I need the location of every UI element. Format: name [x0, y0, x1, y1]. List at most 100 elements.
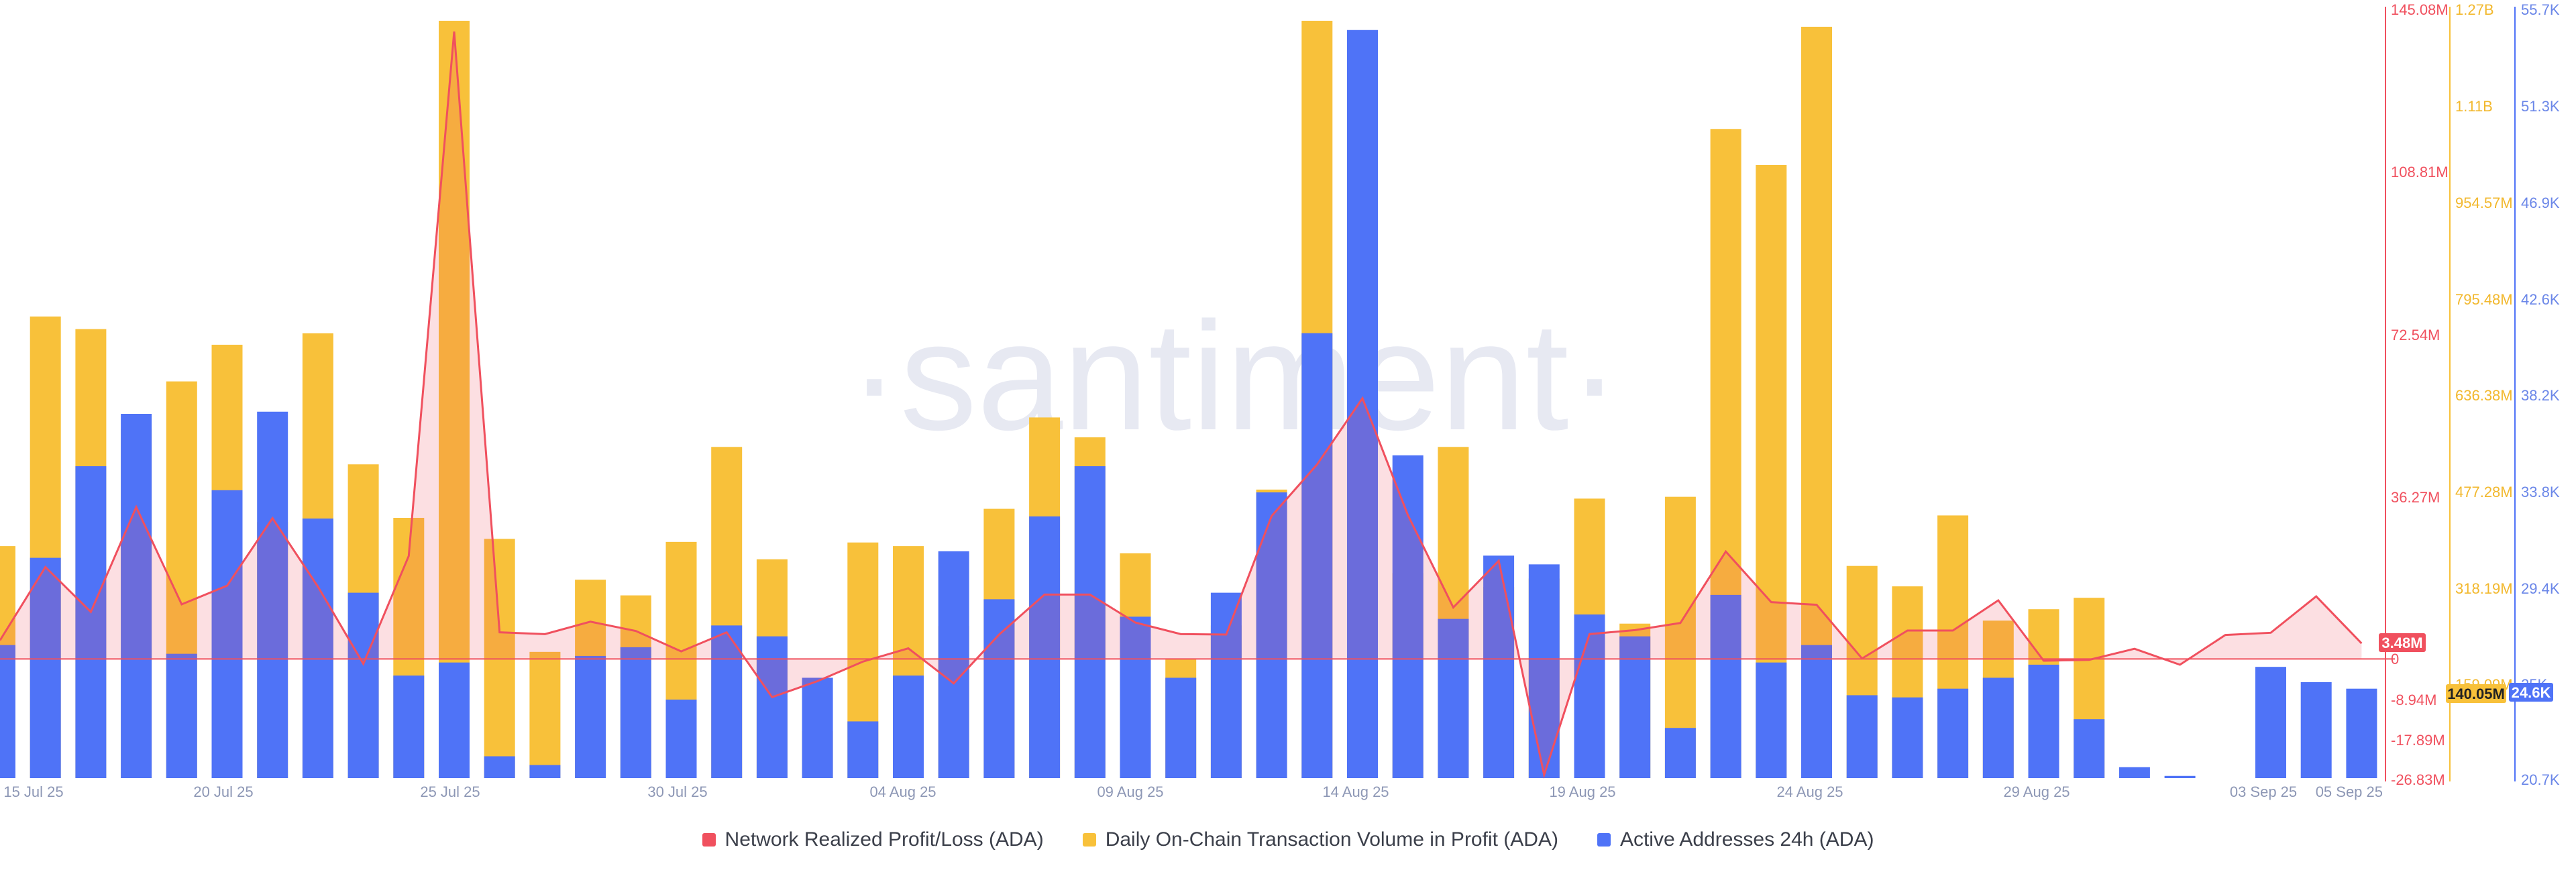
address-bar: [1301, 333, 1333, 778]
address-bar: [1210, 592, 1242, 778]
blue-axis-tick: 42.6K: [2521, 291, 2560, 308]
x-axis-tick: 20 Jul 25: [193, 783, 253, 800]
red-axis-tick: -26.83M: [2391, 771, 2445, 788]
current-volume-badge-bg: [2446, 684, 2506, 703]
yellow-axis-tick: 318.19M: [2455, 580, 2513, 597]
address-bar: [1347, 30, 1378, 778]
x-axis-tick: 15 Jul 25: [3, 783, 63, 800]
address-bar: [1710, 594, 1741, 778]
address-bar: [1392, 455, 1424, 778]
address-bar: [2118, 767, 2150, 778]
yellow-axis-tick: 636.38M: [2455, 387, 2513, 404]
address-bar: [1029, 516, 1061, 778]
address-bar: [1574, 614, 1605, 778]
address-bar: [802, 677, 833, 778]
x-axis-tick: 05 Sep 25: [2316, 783, 2383, 800]
legend-item-volume[interactable]: Daily On-Chain Transaction Volume in Pro…: [1082, 828, 1558, 851]
address-bar: [393, 675, 425, 778]
yellow-axis-tick: 1.27B: [2455, 1, 2494, 18]
address-bar: [756, 636, 788, 778]
address-bar: [575, 655, 606, 778]
legend-item-addresses[interactable]: Active Addresses 24h (ADA): [1597, 828, 1874, 851]
profit-loss-fill: [0, 32, 2362, 775]
address-bar: [2255, 667, 2286, 778]
x-axis-tick: 25 Jul 25: [420, 783, 480, 800]
address-bar: [30, 557, 61, 778]
x-axis-tick: 09 Aug 25: [1097, 783, 1163, 800]
blue-axis-tick: 29.4K: [2521, 580, 2560, 597]
axes: 145.08M 108.81M 72.54M 36.27M 0 -8.94M -17.89M…: [3, 1, 2559, 800]
legend-label-addresses: Active Addresses 24h (ADA): [1619, 828, 1874, 851]
x-axis-tick: 29 Aug 25: [2003, 783, 2070, 800]
profit-loss-line: [0, 31, 2363, 779]
address-bar: [2300, 682, 2332, 778]
blue-axis-tick: 33.8K: [2521, 484, 2560, 500]
legend-item-profit-loss[interactable]: Network Realized Profit/Loss (ADA): [702, 828, 1044, 851]
x-axis-tick: 14 Aug 25: [1322, 783, 1389, 800]
address-bar: [665, 699, 697, 778]
red-axis-tick: 36.27M: [2391, 489, 2440, 506]
blue-axis-tick: 38.2K: [2521, 387, 2560, 404]
current-profit-loss-badge: 3.48M: [2381, 635, 2422, 651]
address-bar: [257, 411, 288, 778]
red-axis-tick: 145.08M: [2391, 1, 2449, 18]
address-bar: [893, 675, 924, 778]
red-axis-tick: 108.81M: [2391, 164, 2449, 180]
address-bar: [1619, 636, 1651, 778]
red-axis-tick: -8.94M: [2391, 692, 2436, 708]
legend-swatch-yellow: [1082, 833, 1096, 847]
address-bar: [938, 551, 969, 778]
current-addresses-badge-bg: [2509, 683, 2553, 702]
legend-swatch-blue: [1597, 833, 1611, 847]
address-bar: [1256, 492, 1287, 778]
x-axis-tick: 04 Aug 25: [869, 783, 936, 800]
current-volume-badge: 140.05M: [2447, 686, 2505, 702]
address-bar: [1756, 662, 1787, 778]
address-bar: [2028, 664, 2059, 778]
address-bar: [121, 414, 152, 778]
address-bar: [2346, 688, 2377, 778]
address-bar: [529, 765, 561, 778]
address-bar: [711, 625, 743, 778]
watermark: ·santiment·: [849, 290, 1620, 462]
address-bar: [1074, 466, 1106, 778]
address-bar: [1801, 645, 1832, 778]
address-bar: [1120, 616, 1151, 778]
legend-label-volume: Daily On-Chain Transaction Volume in Pro…: [1105, 828, 1558, 851]
x-axis-tick: 19 Aug 25: [1549, 783, 1615, 800]
address-bar: [1483, 555, 1515, 778]
red-axis-tick: -17.89M: [2391, 732, 2445, 749]
address-bar: [2164, 775, 2196, 778]
red-axis-tick: 0: [2391, 651, 2399, 667]
current-profit-loss-badge-bg: [2379, 633, 2426, 652]
blue-axis-tick: 46.9K: [2521, 195, 2560, 211]
yellow-axis-tick: 954.57M: [2455, 195, 2513, 211]
address-bar: [620, 647, 651, 778]
address-bars: [0, 30, 2377, 778]
current-addresses-badge: 24.6K: [2512, 684, 2551, 701]
x-axis-tick: 03 Sep 25: [2230, 783, 2297, 800]
volume-bar: [529, 651, 561, 778]
address-bar: [1846, 695, 1878, 778]
address-bar: [1165, 677, 1197, 778]
x-axis-tick: 24 Aug 25: [1776, 783, 1843, 800]
address-bar: [1982, 677, 2014, 778]
address-bar: [847, 721, 879, 778]
blue-axis-tick: 20.7K: [2521, 771, 2560, 788]
address-bar: [1937, 688, 1969, 778]
blue-axis-tick: 51.3K: [2521, 98, 2560, 115]
yellow-axis-tick: 477.28M: [2455, 484, 2513, 500]
legend-label-profit-loss: Network Realized Profit/Loss (ADA): [724, 828, 1044, 851]
address-bar: [1892, 697, 1923, 778]
address-bar: [2074, 719, 2105, 778]
address-bar: [1664, 728, 1696, 778]
legend: Network Realized Profit/Loss (ADA) Daily…: [0, 826, 2576, 853]
legend-swatch-red: [702, 833, 716, 847]
yellow-axis-tick: 1.11B: [2455, 98, 2493, 115]
yellow-axis-tick: 795.48M: [2455, 291, 2513, 308]
blue-axis-tick: 55.7K: [2521, 1, 2560, 18]
address-bar: [439, 662, 470, 778]
address-bar: [484, 756, 515, 778]
address-bar: [302, 519, 333, 778]
